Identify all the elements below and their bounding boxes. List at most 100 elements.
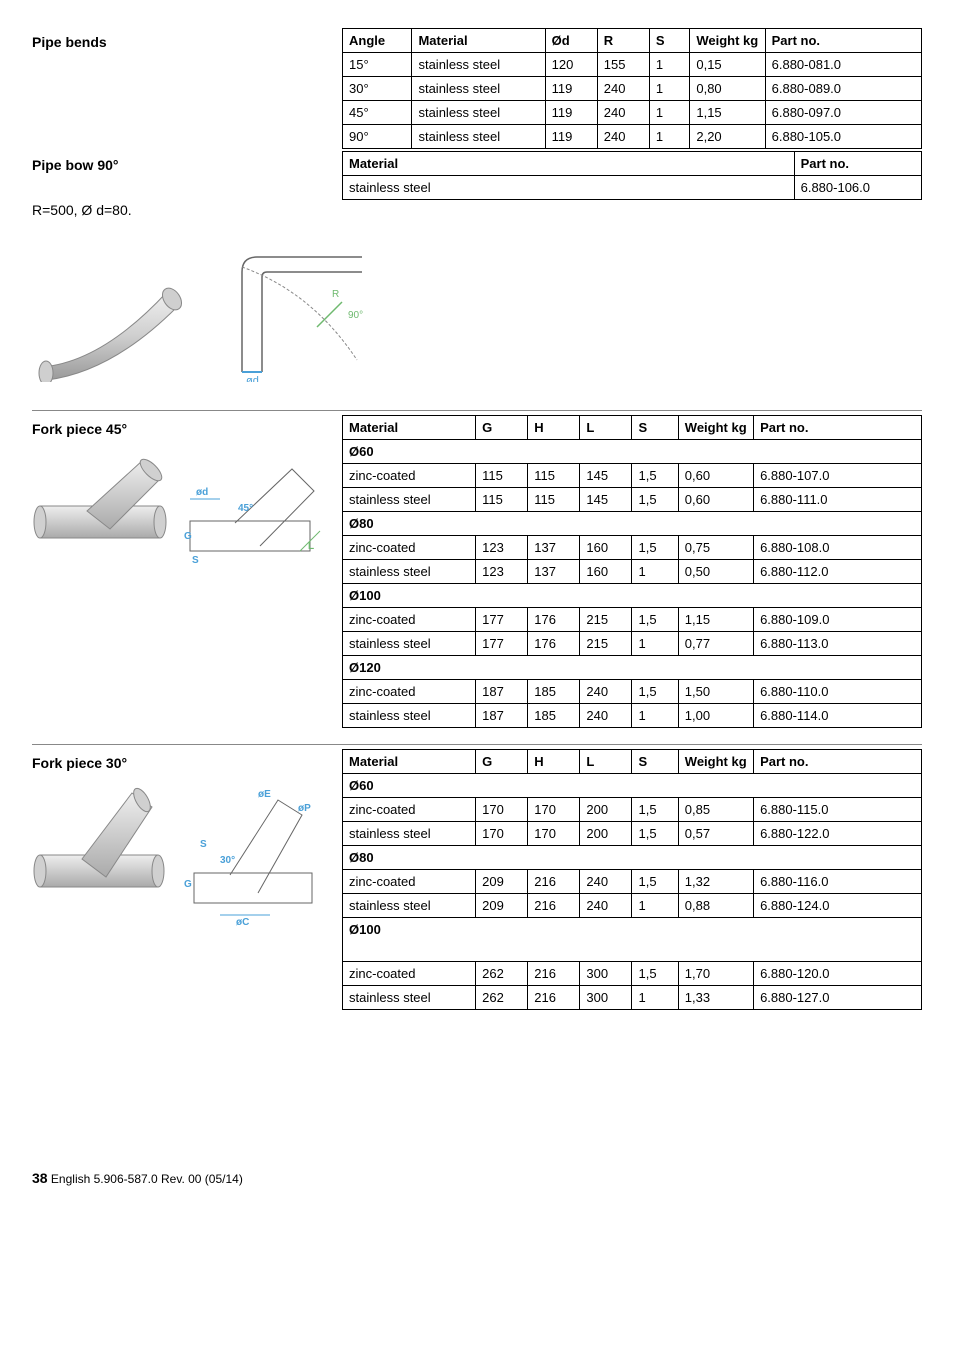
cell: 0,85 [678, 798, 753, 822]
cell: 1,5 [632, 488, 678, 512]
section-name: Ø60 [343, 440, 922, 464]
col-od: Ød [545, 29, 597, 53]
table-row: 15°stainless steel12015510,156.880-081.0 [343, 53, 922, 77]
cell: 6.880-110.0 [754, 680, 922, 704]
col-g: G [476, 416, 528, 440]
cell: 0,57 [678, 822, 753, 846]
cell: 123 [476, 560, 528, 584]
cell: 0,60 [678, 488, 753, 512]
table-row: zinc-coated2622163001,51,706.880-120.0 [343, 962, 922, 986]
col-material: Material [412, 29, 545, 53]
cell: 0,15 [690, 53, 765, 77]
fork-45-row: Fork piece 45° ød 45° S G L [32, 415, 922, 728]
fork-30-shaded-icon [32, 785, 172, 935]
cell: 6.880-122.0 [754, 822, 922, 846]
cell: 209 [476, 870, 528, 894]
cell: 185 [528, 680, 580, 704]
col-r: R [597, 29, 649, 53]
cell: 185 [528, 704, 580, 728]
pipe-bends-table-wrap: Angle Material Ød R S Weight kg Part no.… [342, 28, 922, 149]
cell: 6.880-114.0 [754, 704, 922, 728]
cell: 176 [528, 608, 580, 632]
fork-30-table: Material G H L S Weight kg Part no. Ø60z… [342, 749, 922, 1010]
cell: 1,5 [632, 822, 678, 846]
table-section-row: Ø80 [343, 846, 922, 870]
angle-label: 45° [238, 503, 253, 514]
cell: 6.880-120.0 [754, 962, 922, 986]
table-header-row: Angle Material Ød R S Weight kg Part no. [343, 29, 922, 53]
pipe-bow-sublabel: R=500, Ø d=80. [32, 202, 342, 218]
cell: 170 [476, 822, 528, 846]
cell: 262 [476, 962, 528, 986]
angle-label: 30° [220, 855, 235, 866]
col-material: Material [343, 750, 476, 774]
cell: zinc-coated [343, 608, 476, 632]
s-label: S [192, 555, 199, 566]
cell: 0,50 [678, 560, 753, 584]
cell: 123 [476, 536, 528, 560]
cell: 6.880-124.0 [754, 894, 922, 918]
cell: 1,15 [678, 608, 753, 632]
fork-45-label: Fork piece 45° [32, 421, 342, 437]
cell: 0,75 [678, 536, 753, 560]
cell: 6.880-111.0 [754, 488, 922, 512]
cell: 0,88 [678, 894, 753, 918]
cell: 1 [632, 986, 678, 1010]
table-row: stainless steel1701702001,50,576.880-122… [343, 822, 922, 846]
table-row: 90°stainless steel11924012,206.880-105.0 [343, 125, 922, 149]
section-name: Ø80 [343, 846, 922, 870]
section-name: Ø80 [343, 512, 922, 536]
cell: 145 [580, 464, 632, 488]
cell: 115 [476, 464, 528, 488]
cell: 240 [597, 125, 649, 149]
cell: 120 [545, 53, 597, 77]
cell: 1 [632, 632, 678, 656]
od-label: ød [246, 375, 259, 382]
g-label: G [184, 531, 192, 542]
cell: 160 [580, 536, 632, 560]
cell: 2,20 [690, 125, 765, 149]
cell: 1,33 [678, 986, 753, 1010]
col-s: S [632, 416, 678, 440]
svg-text:R: R [332, 289, 339, 300]
cell: zinc-coated [343, 536, 476, 560]
pipe-bends-label: Pipe bends [32, 28, 342, 149]
table-row: zinc-coated1701702001,50,856.880-115.0 [343, 798, 922, 822]
fork-30-body: Ø60zinc-coated1701702001,50,856.880-115.… [343, 774, 922, 1010]
cell: stainless steel [412, 101, 545, 125]
s-label: S [200, 839, 207, 850]
pipe-bends-row: Pipe bends Angle Material Ød R S Weight … [32, 28, 922, 149]
col-l: L [580, 750, 632, 774]
col-material: Material [343, 152, 795, 176]
od-label: ød [196, 487, 208, 498]
cell: 6.880-097.0 [765, 101, 921, 125]
cell: 6.880-106.0 [794, 176, 921, 200]
cell: 262 [476, 986, 528, 1010]
cell: 145 [580, 488, 632, 512]
cell: stainless steel [412, 77, 545, 101]
cell: zinc-coated [343, 870, 476, 894]
g-label: G [184, 879, 192, 890]
col-weight: Weight kg [690, 29, 765, 53]
cell: 115 [528, 488, 580, 512]
cell: 0,60 [678, 464, 753, 488]
table-section-row: Ø120 [343, 656, 922, 680]
table-row: stainless steel17717621510,776.880-113.0 [343, 632, 922, 656]
cell: 1,5 [632, 962, 678, 986]
table-section-row: Ø80 [343, 512, 922, 536]
col-weight: Weight kg [678, 750, 753, 774]
table-section-row: Ø100 [343, 918, 922, 962]
cell: 209 [476, 894, 528, 918]
cell: 1 [632, 894, 678, 918]
cell: stainless steel [343, 488, 476, 512]
table-row: zinc-coated1151151451,50,606.880-107.0 [343, 464, 922, 488]
pipe-bow-table-wrap: Material Part no. stainless steel 6.880-… [342, 151, 922, 200]
cell: 6.880-105.0 [765, 125, 921, 149]
cell: stainless steel [343, 176, 795, 200]
cell: 240 [597, 77, 649, 101]
cell: 1 [649, 125, 690, 149]
cell: stainless steel [343, 894, 476, 918]
table-row: 30°stainless steel11924010,806.880-089.0 [343, 77, 922, 101]
cell: 176 [528, 632, 580, 656]
cell: 6.880-112.0 [754, 560, 922, 584]
